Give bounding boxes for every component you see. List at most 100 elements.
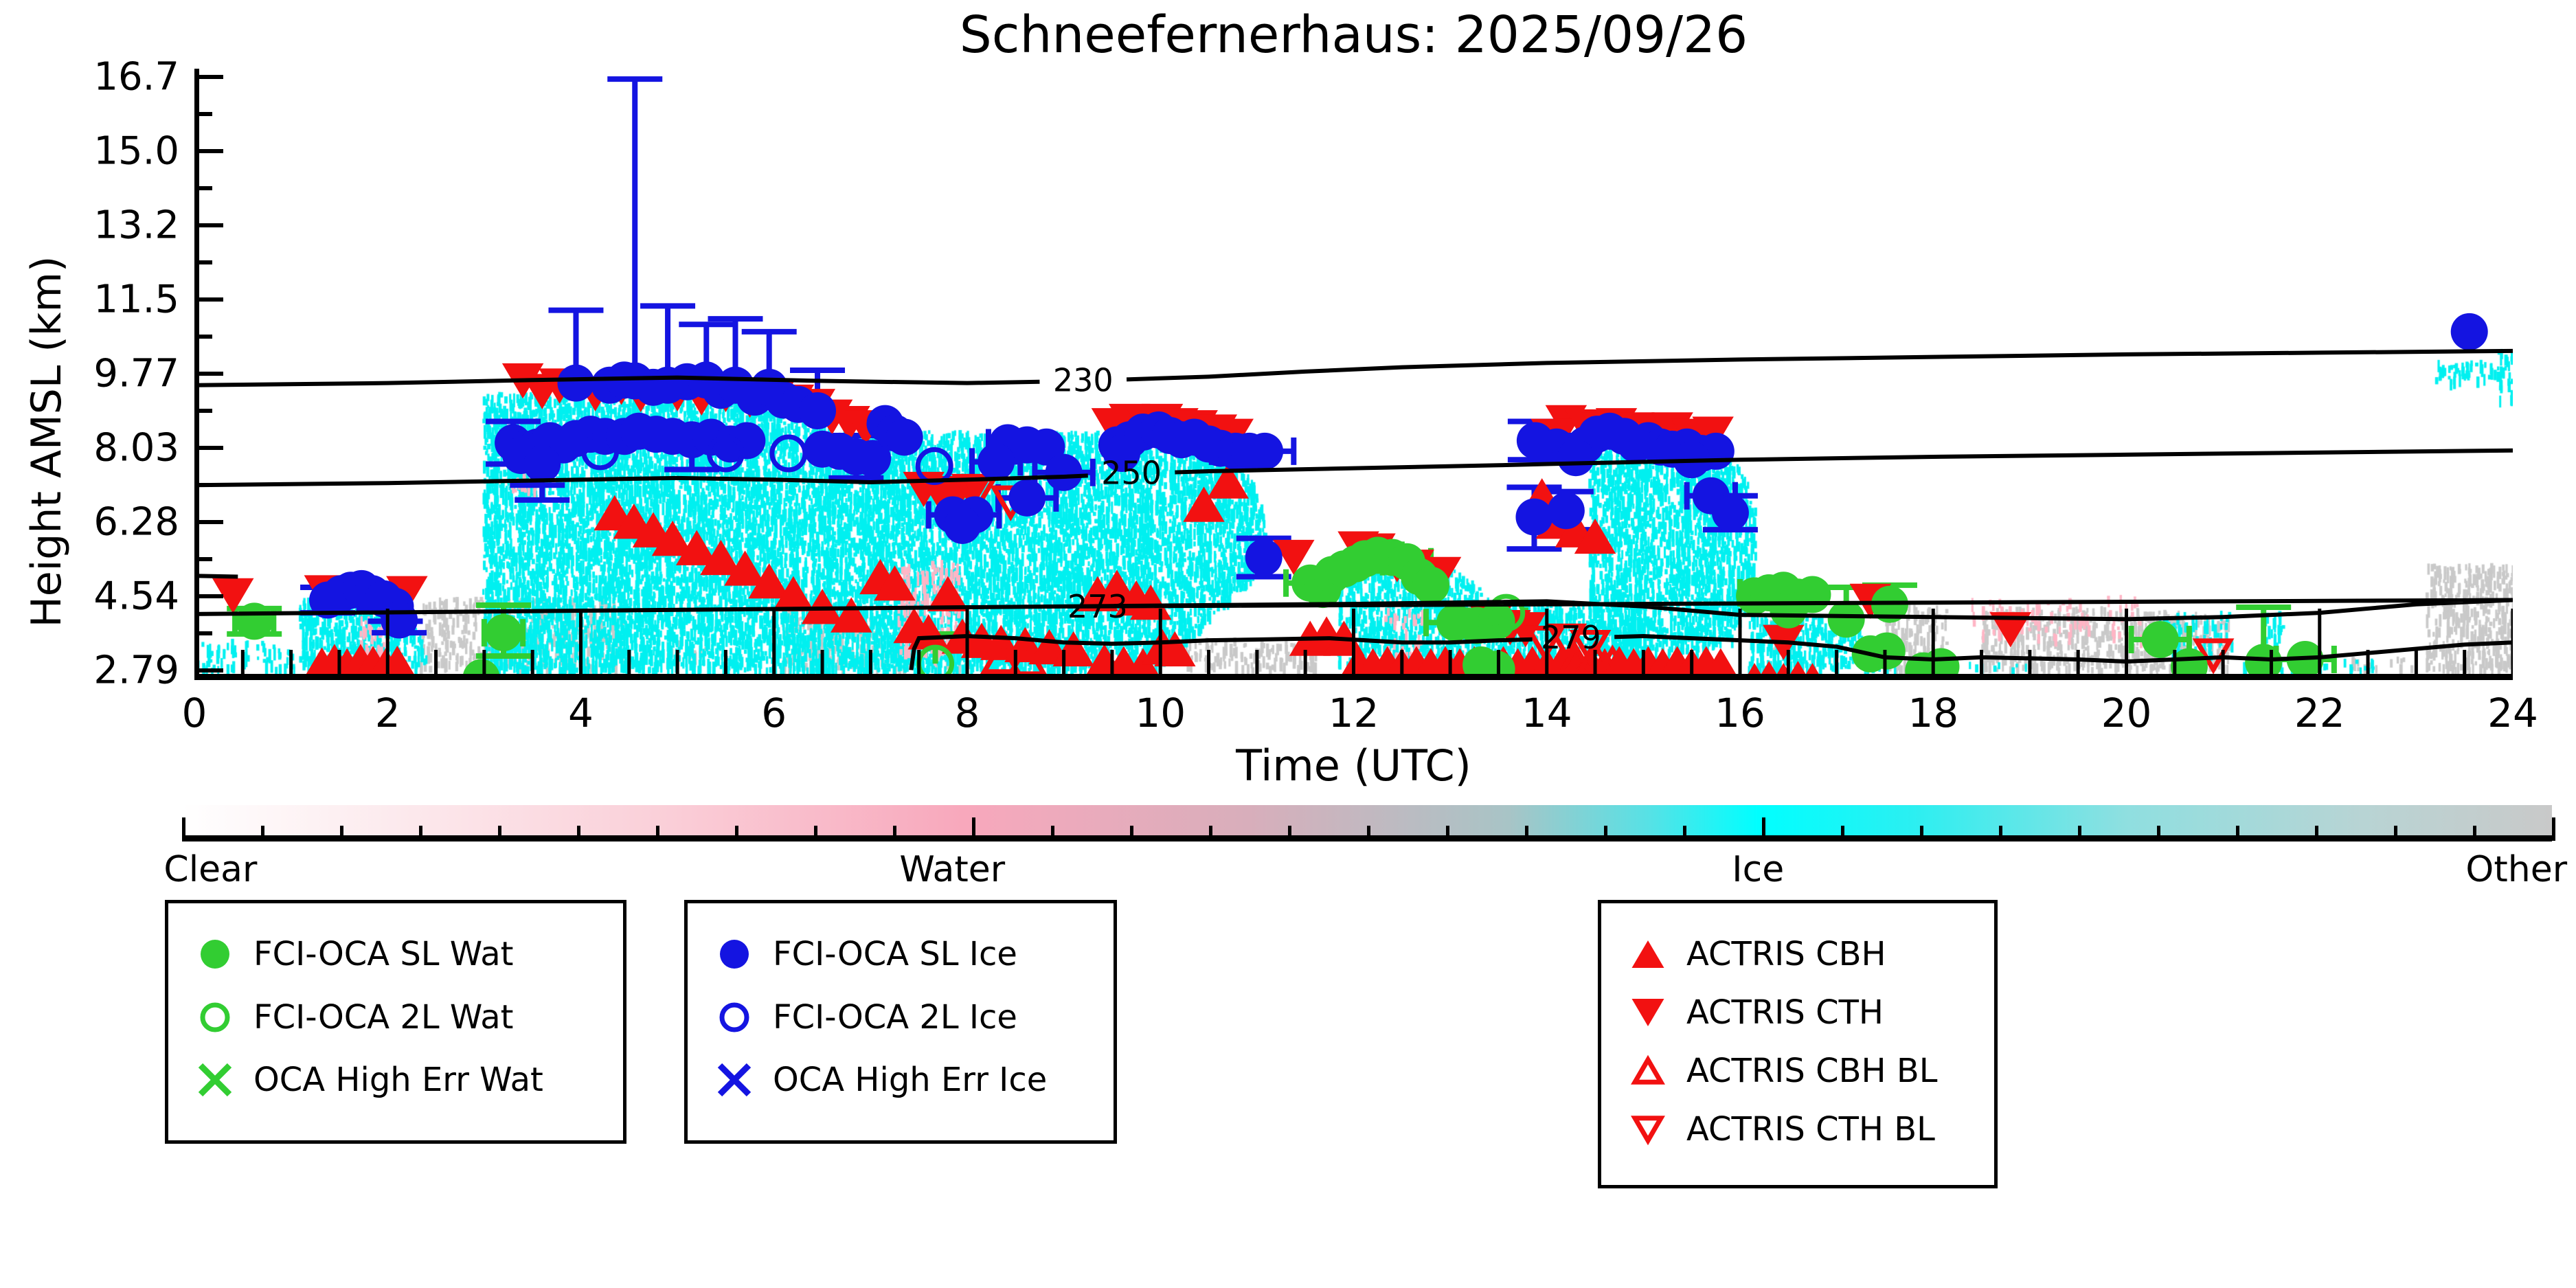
fci-2l-wat-marker: [1487, 594, 1526, 632]
x-tick-22: 22: [2294, 690, 2345, 736]
colorbar-tick: [735, 826, 738, 841]
y-tick-4.54: 4.54: [93, 574, 179, 619]
y-tick-6.28: 6.28: [93, 499, 179, 545]
contour-line-279: [1614, 634, 2513, 664]
contour-line-230: [194, 375, 1040, 387]
contour-label: 250: [1101, 455, 1162, 492]
colorbar-tick: [2078, 826, 2081, 841]
colorbar-tick: [972, 817, 975, 841]
legend-label: ACTRIS CTH: [1686, 993, 1884, 1032]
fci-sl-ice-marker: [1246, 432, 1284, 470]
fci-sl-ice-marker: [1245, 539, 1283, 576]
legend-item: ACTRIS CBH BL: [1622, 1043, 1987, 1098]
x-tick-18: 18: [1908, 690, 1959, 736]
legend-label: FCI-OCA SL Wat: [253, 935, 514, 973]
fci-sl-ice-marker: [1515, 498, 1553, 536]
legend-item: OCA High Err Wat: [189, 1052, 616, 1107]
legend-label: ACTRIS CBH BL: [1686, 1052, 1938, 1090]
colorbar-label-water: Water: [899, 849, 1006, 890]
actris-cth-bl-marker: [1569, 630, 1612, 666]
y-tick-13.2: 13.2: [93, 203, 179, 248]
legend-box-2: ACTRIS CBH ACTRIS CTH ACTRIS CBH BL ACTRIS …: [1598, 900, 1998, 1188]
actris-cbh-marker: [724, 550, 766, 586]
chart-title: Schneefernerhaus: 2025/09/26: [959, 5, 1748, 65]
actris-cth-bl-marker: [1545, 623, 1588, 660]
x-tick-4: 4: [568, 690, 594, 736]
y-tick-8.03: 8.03: [93, 425, 179, 471]
markers: [212, 313, 2488, 680]
tri_up-glyph: [1631, 940, 1664, 968]
legend-label: ACTRIS CBH: [1686, 935, 1886, 973]
fci-sl-ice-marker: [1045, 453, 1083, 491]
plot-area: 230 250 273 279: [194, 69, 2513, 680]
legend-item: ACTRIS CTH BL: [1622, 1102, 1987, 1157]
legend-label: FCI-OCA 2L Ice: [773, 997, 1017, 1037]
fci-sl-ice-marker: [1557, 439, 1594, 477]
y-tick-9.77: 9.77: [93, 351, 179, 396]
tri_up-filled-icon: [1631, 940, 1664, 968]
legend-item: OCA High Err Ice: [708, 1052, 1107, 1107]
colorbar-label-clear: Clear: [163, 849, 258, 890]
contour-line-250: [1175, 448, 2513, 475]
x-axis-spine: [194, 674, 2513, 680]
fci-sl-wat-marker: [1412, 566, 1449, 604]
actris-cbh-marker: [1154, 631, 1196, 667]
legend-box-1: FCI-OCA SL Ice FCI-OCA 2L Ice OCA High Err…: [684, 900, 1117, 1144]
colorbar-tick: [1051, 826, 1054, 841]
colorbar-tick: [498, 826, 501, 841]
actris-cbh-marker: [831, 597, 872, 633]
fci-sl-ice-marker: [943, 506, 981, 544]
fci-2l-ice-marker: [769, 434, 808, 473]
colorbar-tick: [1604, 826, 1607, 841]
actris-cbh-marker: [874, 565, 916, 601]
contour-label: 230: [1053, 362, 1114, 399]
tri_up-open-icon: [1631, 1054, 1665, 1085]
plot-overlay: 230 250 273 279: [194, 69, 2513, 680]
legend-item: FCI-OCA 2L Wat: [189, 990, 616, 1045]
fci-sl-wat-marker: [236, 602, 273, 640]
circle-glyph: [200, 1002, 230, 1032]
fci-sl-ice-marker: [557, 364, 595, 402]
x-line-icon: [198, 1063, 232, 1097]
legend-label: ACTRIS CTH BL: [1686, 1110, 1935, 1149]
x-tick-20: 20: [2101, 690, 2152, 736]
fci-sl-ice-marker: [1008, 479, 1046, 517]
colorbar-tick: [2157, 826, 2160, 841]
actris-cbh-marker: [1574, 518, 1616, 554]
fci-sl-ice-marker: [1547, 492, 1585, 530]
x-tick-0: 0: [181, 690, 207, 736]
colorbar-tick: [261, 826, 264, 841]
tri_up-glyph: [1631, 1054, 1665, 1085]
colorbar-tick: [893, 826, 896, 841]
colorbar-tick: [2236, 826, 2239, 841]
x-glyph: [198, 1063, 232, 1097]
colorbar-tick: [2473, 826, 2476, 841]
circle-open-icon: [200, 1002, 230, 1032]
x-axis-label: Time (UTC): [1236, 741, 1471, 791]
legend-label: OCA High Err Wat: [253, 1061, 543, 1100]
actris-cbh-marker: [801, 589, 844, 624]
colorbar-tick: [1288, 826, 1291, 841]
circle-filled-icon: [720, 940, 749, 969]
fci-sl-ice-marker: [854, 440, 892, 477]
x-line-icon: [717, 1063, 752, 1097]
legend-item: FCI-OCA SL Ice: [708, 927, 1107, 982]
circle-glyph: [719, 1002, 749, 1032]
legend-item: FCI-OCA SL Wat: [189, 927, 616, 982]
fci-sl-wat-marker: [2170, 648, 2208, 680]
colorbar-tick: [2315, 826, 2318, 841]
x-tick-24: 24: [2487, 690, 2538, 736]
circle-filled-icon: [201, 940, 229, 969]
actris-cbh-marker: [772, 576, 815, 611]
y-tick-15.0: 15.0: [93, 128, 179, 174]
fci-sl-ice-marker: [1711, 494, 1749, 532]
fci-sl-ice-marker: [523, 445, 561, 483]
circle-open-icon: [719, 1002, 749, 1032]
colorbar-tick: [2394, 826, 2397, 841]
fci-sl-wat-marker: [2141, 620, 2179, 658]
actris-cbh-marker: [676, 530, 718, 565]
tri_down-open-icon: [1631, 1116, 1665, 1146]
actris-cbh-marker: [1183, 486, 1225, 522]
tri_down-glyph: [1631, 1116, 1665, 1146]
